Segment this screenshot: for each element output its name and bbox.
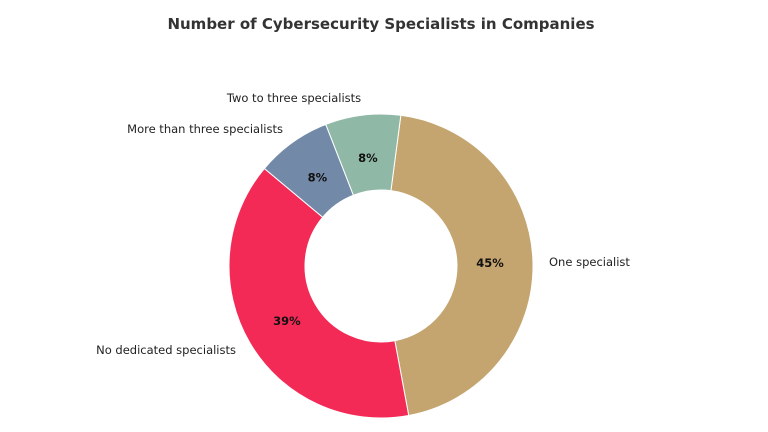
slice-percent-two-to-three-specialists: 8% [358,151,378,165]
slice-percent-one-specialist: 45% [476,256,504,270]
slice-label-one-specialist: One specialist [549,255,630,269]
slice-label-no-dedicated-specialists: No dedicated specialists [96,343,236,357]
slice-two-to-three-specialists [325,113,402,196]
slice-percent-no-dedicated-specialists: 39% [273,314,301,328]
slice-no-dedicated-specialists [228,167,410,419]
slice-label-more-than-three-specialists: More than three specialists [127,122,283,136]
slice-one-specialist [390,114,534,417]
slice-label-two-to-three-specialists: Two to three specialists [226,91,361,105]
chart-title: Number of Cybersecurity Specialists in C… [167,15,595,33]
slice-percent-more-than-three-specialists: 8% [308,170,328,184]
